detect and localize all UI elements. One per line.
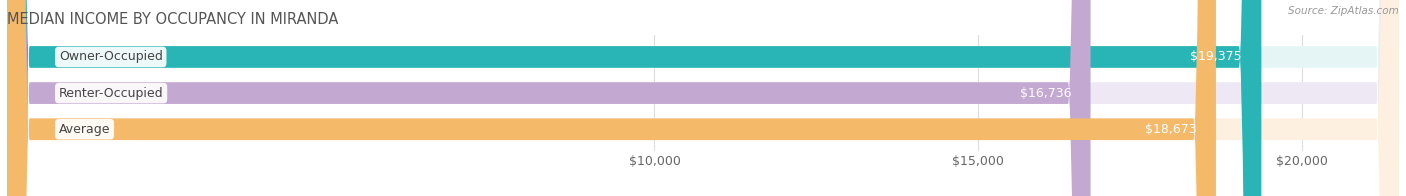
Text: Average: Average [59, 123, 110, 136]
Text: Renter-Occupied: Renter-Occupied [59, 87, 163, 100]
FancyBboxPatch shape [7, 0, 1261, 196]
FancyBboxPatch shape [7, 0, 1399, 196]
Text: Owner-Occupied: Owner-Occupied [59, 50, 163, 64]
Text: Source: ZipAtlas.com: Source: ZipAtlas.com [1288, 6, 1399, 16]
Text: $19,375: $19,375 [1191, 50, 1241, 64]
FancyBboxPatch shape [7, 0, 1091, 196]
FancyBboxPatch shape [7, 0, 1399, 196]
Text: MEDIAN INCOME BY OCCUPANCY IN MIRANDA: MEDIAN INCOME BY OCCUPANCY IN MIRANDA [7, 12, 339, 27]
FancyBboxPatch shape [7, 0, 1216, 196]
Text: $18,673: $18,673 [1144, 123, 1197, 136]
Text: $16,736: $16,736 [1019, 87, 1071, 100]
FancyBboxPatch shape [7, 0, 1399, 196]
